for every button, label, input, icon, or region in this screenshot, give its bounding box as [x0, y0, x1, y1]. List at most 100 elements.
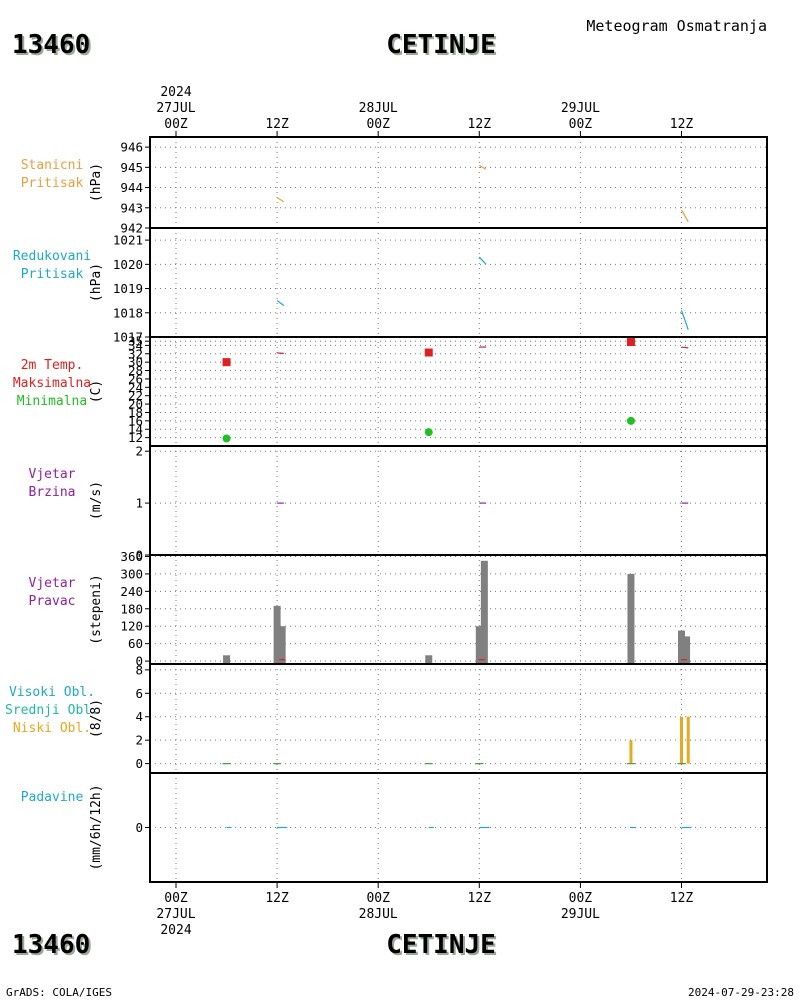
y-tick-label: 0	[135, 820, 143, 835]
panel-label: Vjetar	[29, 576, 76, 591]
panel-frame	[149, 445, 768, 556]
series-line	[276, 197, 285, 203]
y-axis-label: (hPa)	[89, 263, 104, 302]
y-tick-label: 60	[128, 636, 143, 651]
time-tick-label: 00Z	[366, 117, 390, 132]
panel-label: Vjetar	[29, 467, 76, 482]
y-tick-label: 120	[120, 619, 143, 634]
time-tick-label: 2024	[160, 85, 191, 100]
time-tick-label: 28JUL	[359, 907, 398, 922]
y-tick-label: 300	[120, 566, 143, 581]
wind-direction-bar	[683, 636, 691, 664]
panel-label: Pritisak	[21, 176, 84, 191]
y-tick-label: 240	[120, 584, 143, 599]
footer: 13460 13460 CETINJE CETINJE GrADS: COLA/…	[6, 930, 794, 999]
wind-direction-bar	[475, 626, 483, 664]
y-tick-label: 1017	[113, 330, 143, 345]
max-temp-marker	[626, 338, 635, 347]
time-tick-label: 29JUL	[561, 907, 600, 922]
y-tick-label: 22	[128, 388, 143, 403]
y-tick-label: 24	[128, 380, 143, 395]
wind-direction-bar	[223, 655, 231, 664]
y-tick-label: 943	[120, 200, 143, 215]
y-tick-label: 1019	[113, 281, 143, 296]
y-tick-label: 1018	[113, 305, 143, 320]
y-axis-label: (mm/6h/12h)	[89, 784, 104, 870]
panel-frame	[149, 336, 768, 447]
y-tick-label: 14	[128, 422, 143, 437]
y-tick-label: 30	[128, 355, 143, 370]
time-tick-label: 12Z	[468, 891, 492, 906]
station-code-bottom: 13460	[12, 930, 90, 960]
panel-station-pressure: 942 943 944 945 946 (hPa) Stanicni Pritisak	[21, 136, 768, 236]
station-name-bottom: CETINJE	[386, 930, 496, 960]
time-tick-label: 2024	[160, 923, 191, 938]
series-line	[276, 300, 285, 306]
time-tick-label: 12Z	[468, 117, 492, 132]
time-tick-label: 27JUL	[156, 907, 195, 922]
panel-label: Pravac	[29, 594, 76, 609]
y-axis-label: (C)	[89, 380, 104, 403]
y-tick-label: 34	[128, 338, 143, 353]
wind-direction-bar	[278, 626, 286, 664]
panel-label: Maksimalna	[13, 376, 91, 391]
y-tick-label: 12	[128, 430, 143, 445]
time-tick-label: 29JUL	[561, 101, 600, 116]
y-tick-label: 0	[135, 756, 143, 771]
y-tick-label: 944	[120, 180, 143, 195]
y-tick-label: 942	[120, 221, 143, 236]
series-line	[478, 256, 487, 265]
panel-content	[222, 338, 689, 443]
panel-precipitation: 0 (mm/6h/12h) Padavine	[21, 772, 768, 883]
panel-content	[276, 256, 689, 330]
low-cloud-bar	[686, 716, 690, 764]
panel-label: Redukovani	[13, 249, 91, 264]
product-title: Meteogram Osmatranja	[586, 17, 767, 35]
panel-content	[276, 164, 689, 223]
y-axis-label: (8/8)	[89, 699, 104, 738]
panel-wind-speed: 0 1 2 (m/s) Vjetar Brzina	[29, 444, 768, 563]
y-tick-label: 1	[135, 496, 143, 511]
y-tick-label: 20	[128, 397, 143, 412]
y-tick-label: 2	[135, 733, 143, 748]
series-line	[680, 310, 689, 330]
min-temp-marker	[222, 434, 231, 443]
panel-frame	[149, 554, 768, 665]
software-credit: GrADS: COLA/IGES	[6, 986, 112, 999]
panel-frame	[149, 136, 768, 229]
panel-label: Brzina	[29, 485, 76, 500]
temperature-line	[681, 346, 689, 349]
station-name-shadow: CETINJE	[388, 32, 498, 62]
y-tick-label: 2	[135, 444, 143, 459]
panel-label: Niski Obl.	[13, 721, 91, 736]
y-tick-label: 1020	[113, 257, 143, 272]
y-tick-label: 945	[120, 160, 143, 175]
low-cloud-bar	[680, 716, 683, 764]
wind-direction-bar	[425, 655, 433, 664]
low-cloud-bar	[629, 740, 633, 764]
time-tick-label: 12Z	[265, 117, 289, 132]
time-tick-label: 00Z	[164, 891, 188, 906]
time-tick-label: 00Z	[569, 117, 593, 132]
y-tick-label: 32	[128, 346, 143, 361]
station-code: 13460	[12, 30, 90, 60]
wind-direction-bar	[678, 630, 685, 664]
panel-label: Srednji Obl.	[5, 703, 99, 718]
panel-frame	[149, 227, 768, 338]
render-timestamp: 2024-07-29-23:28	[688, 986, 794, 999]
time-tick-label: 12Z	[670, 117, 694, 132]
y-axis-label: (m/s)	[89, 481, 104, 520]
y-tick-label: 0	[135, 548, 143, 563]
y-tick-label: 16	[128, 413, 143, 428]
time-tick-label: 12Z	[670, 891, 694, 906]
y-axis-label: (stepeni)	[89, 574, 104, 644]
time-tick-label: 00Z	[569, 891, 593, 906]
station-code-bottom-shadow: 13460	[14, 932, 92, 962]
panel-wind-direction: 0 60 120 180 240 300 360 (stepeni) Vjetar Pravac	[29, 549, 768, 669]
header: 13460 13460 CETINJE CETINJE Meteogram Os…	[12, 17, 767, 62]
min-temp-marker	[424, 428, 433, 437]
max-temp-marker	[222, 358, 231, 367]
panel-label: Pritisak	[21, 267, 84, 282]
